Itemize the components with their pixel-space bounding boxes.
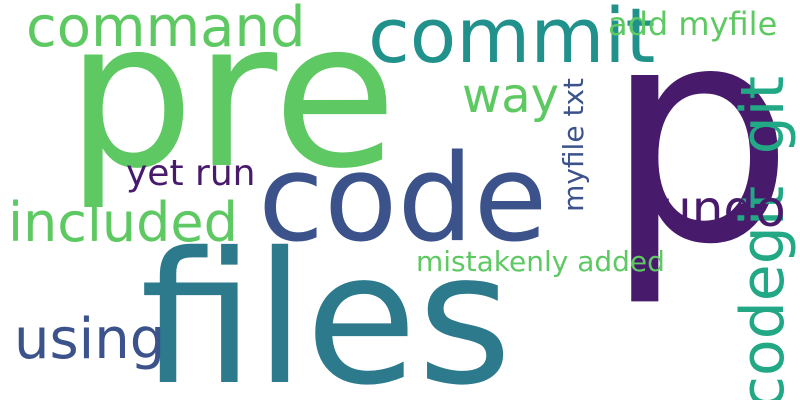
word-using: using	[14, 307, 166, 372]
word-p: p	[604, 0, 795, 310]
word-yet-run: yet run	[126, 153, 256, 194]
word-way: way	[462, 68, 560, 124]
word-add-myfile: add myfile	[608, 5, 778, 43]
word-pre: pre	[66, 0, 398, 213]
word-commit: commit	[368, 0, 656, 80]
word-command: command	[26, 0, 306, 60]
word-git: git	[728, 76, 798, 155]
word-code: code	[258, 130, 548, 269]
word-myfile-txt: myfile txt	[557, 78, 590, 212]
word-included: included	[8, 191, 238, 254]
word-undo: undo	[660, 180, 786, 238]
word-files: files	[140, 213, 512, 400]
word-mistakenly-added: mistakenly added	[416, 245, 665, 278]
